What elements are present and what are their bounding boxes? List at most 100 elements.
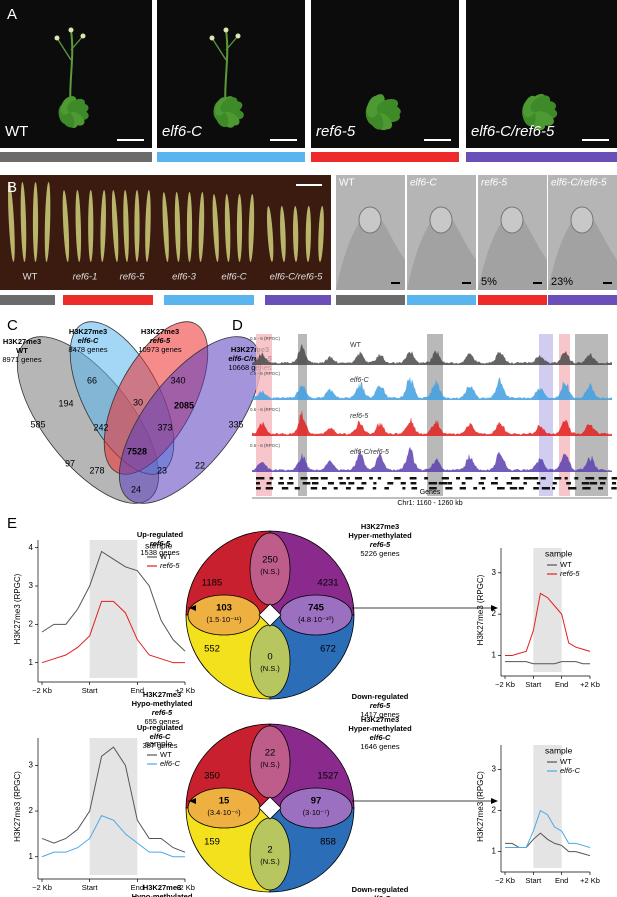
legend-title: sample [145,738,173,748]
genotype-label: elf6-C/ref6-5 [270,272,324,283]
label: 10973 genes [138,345,182,354]
stem [56,35,84,61]
gene [496,487,505,490]
y-tick-label: 1 [492,651,497,660]
leaf [366,95,381,118]
gene [400,482,406,485]
arrow-head [491,605,498,611]
venn-count: 97 [311,796,322,807]
set-label: Down-regulated [352,885,409,894]
label: H3K27me3 [231,345,269,354]
flower [209,35,215,41]
set-label: Hypo-methylated [132,892,193,897]
set-label: Hyper-methylated [348,724,412,733]
gene [387,482,394,485]
label: 8971 genes [2,355,41,364]
gene-body [533,548,562,672]
silique [174,192,181,263]
label: H3K27me3 [69,327,107,336]
genotype-bar [0,295,55,305]
legend-label: elf6-C [560,766,581,775]
gene [372,487,377,490]
y-tick-label: 1 [29,852,34,861]
set-label: 1417 genes [360,710,399,719]
gene [473,487,478,490]
gene [265,487,273,490]
silique [266,206,274,263]
venn-set [185,723,271,809]
gene [590,482,598,485]
set-label: Up-regulated [137,530,184,539]
legend-label: ref6-5 [160,561,180,570]
silique [248,194,255,263]
venn-count: 24 [131,484,141,494]
gene [339,482,346,485]
gene [300,477,308,480]
x-tick-label: −2 Kb [495,876,515,885]
gene [459,487,466,490]
y-tick-label: 2 [492,609,497,618]
gene [611,477,617,480]
coverage-track [252,410,612,436]
y-tick-label: 1 [492,847,497,856]
venn-count: 15 [219,796,230,807]
gene [369,477,373,480]
gene [532,477,539,480]
genotype-bar [466,152,617,162]
x-tick-label: −2 Kb [32,883,52,892]
highlight [539,334,553,496]
gene [356,487,364,490]
gene [288,477,293,480]
venn-count: 1527 [317,771,338,782]
gene [311,482,319,485]
gene [461,482,466,485]
leaf [376,98,399,114]
x-tick-label: +2 Kb [580,680,600,689]
x-tick-label: End [131,686,144,695]
gene [533,487,539,490]
set-label: 5226 genes [360,549,399,558]
p-value: (N.S.) [260,760,280,769]
set-label: ref6-5 [370,540,391,549]
genotype-label: ref6-1 [73,272,98,283]
y-tick-label: 2 [492,806,497,815]
silique [62,190,70,263]
venn-count: 66 [87,375,97,385]
venn-set [269,723,355,809]
silique [212,194,219,263]
silique [100,190,106,263]
gene [310,477,319,480]
gene [536,482,541,485]
label: elf6-C [78,336,99,345]
profile-line [505,809,591,848]
track-scale: 0.5 - 6 (RPGC) [250,407,281,412]
x-tick-label: +2 Kb [175,686,195,695]
silique [162,192,169,263]
x-tick-label: Start [525,680,542,689]
gene [310,487,318,490]
gene [424,477,429,480]
venn-count: 858 [320,837,336,848]
flower [80,33,86,39]
gene [256,477,265,480]
legend-title: sample [545,548,573,558]
venn-set [185,614,271,700]
gene [377,477,382,480]
gene [333,487,338,490]
gene [585,477,595,480]
gene [327,482,334,485]
venn-count: 335 [228,419,243,429]
silique [318,206,324,263]
profile-line [41,815,185,858]
gene [510,477,520,480]
tissue [407,210,476,290]
gene [541,487,550,490]
venn-count: 745 [308,603,325,614]
gene [566,482,571,485]
genotype-bar [407,295,476,305]
y-tick-label: 4 [29,543,34,552]
silique [198,192,205,263]
venn-set [269,530,355,616]
venn-count: 103 [216,603,232,614]
profile-line [505,661,590,665]
